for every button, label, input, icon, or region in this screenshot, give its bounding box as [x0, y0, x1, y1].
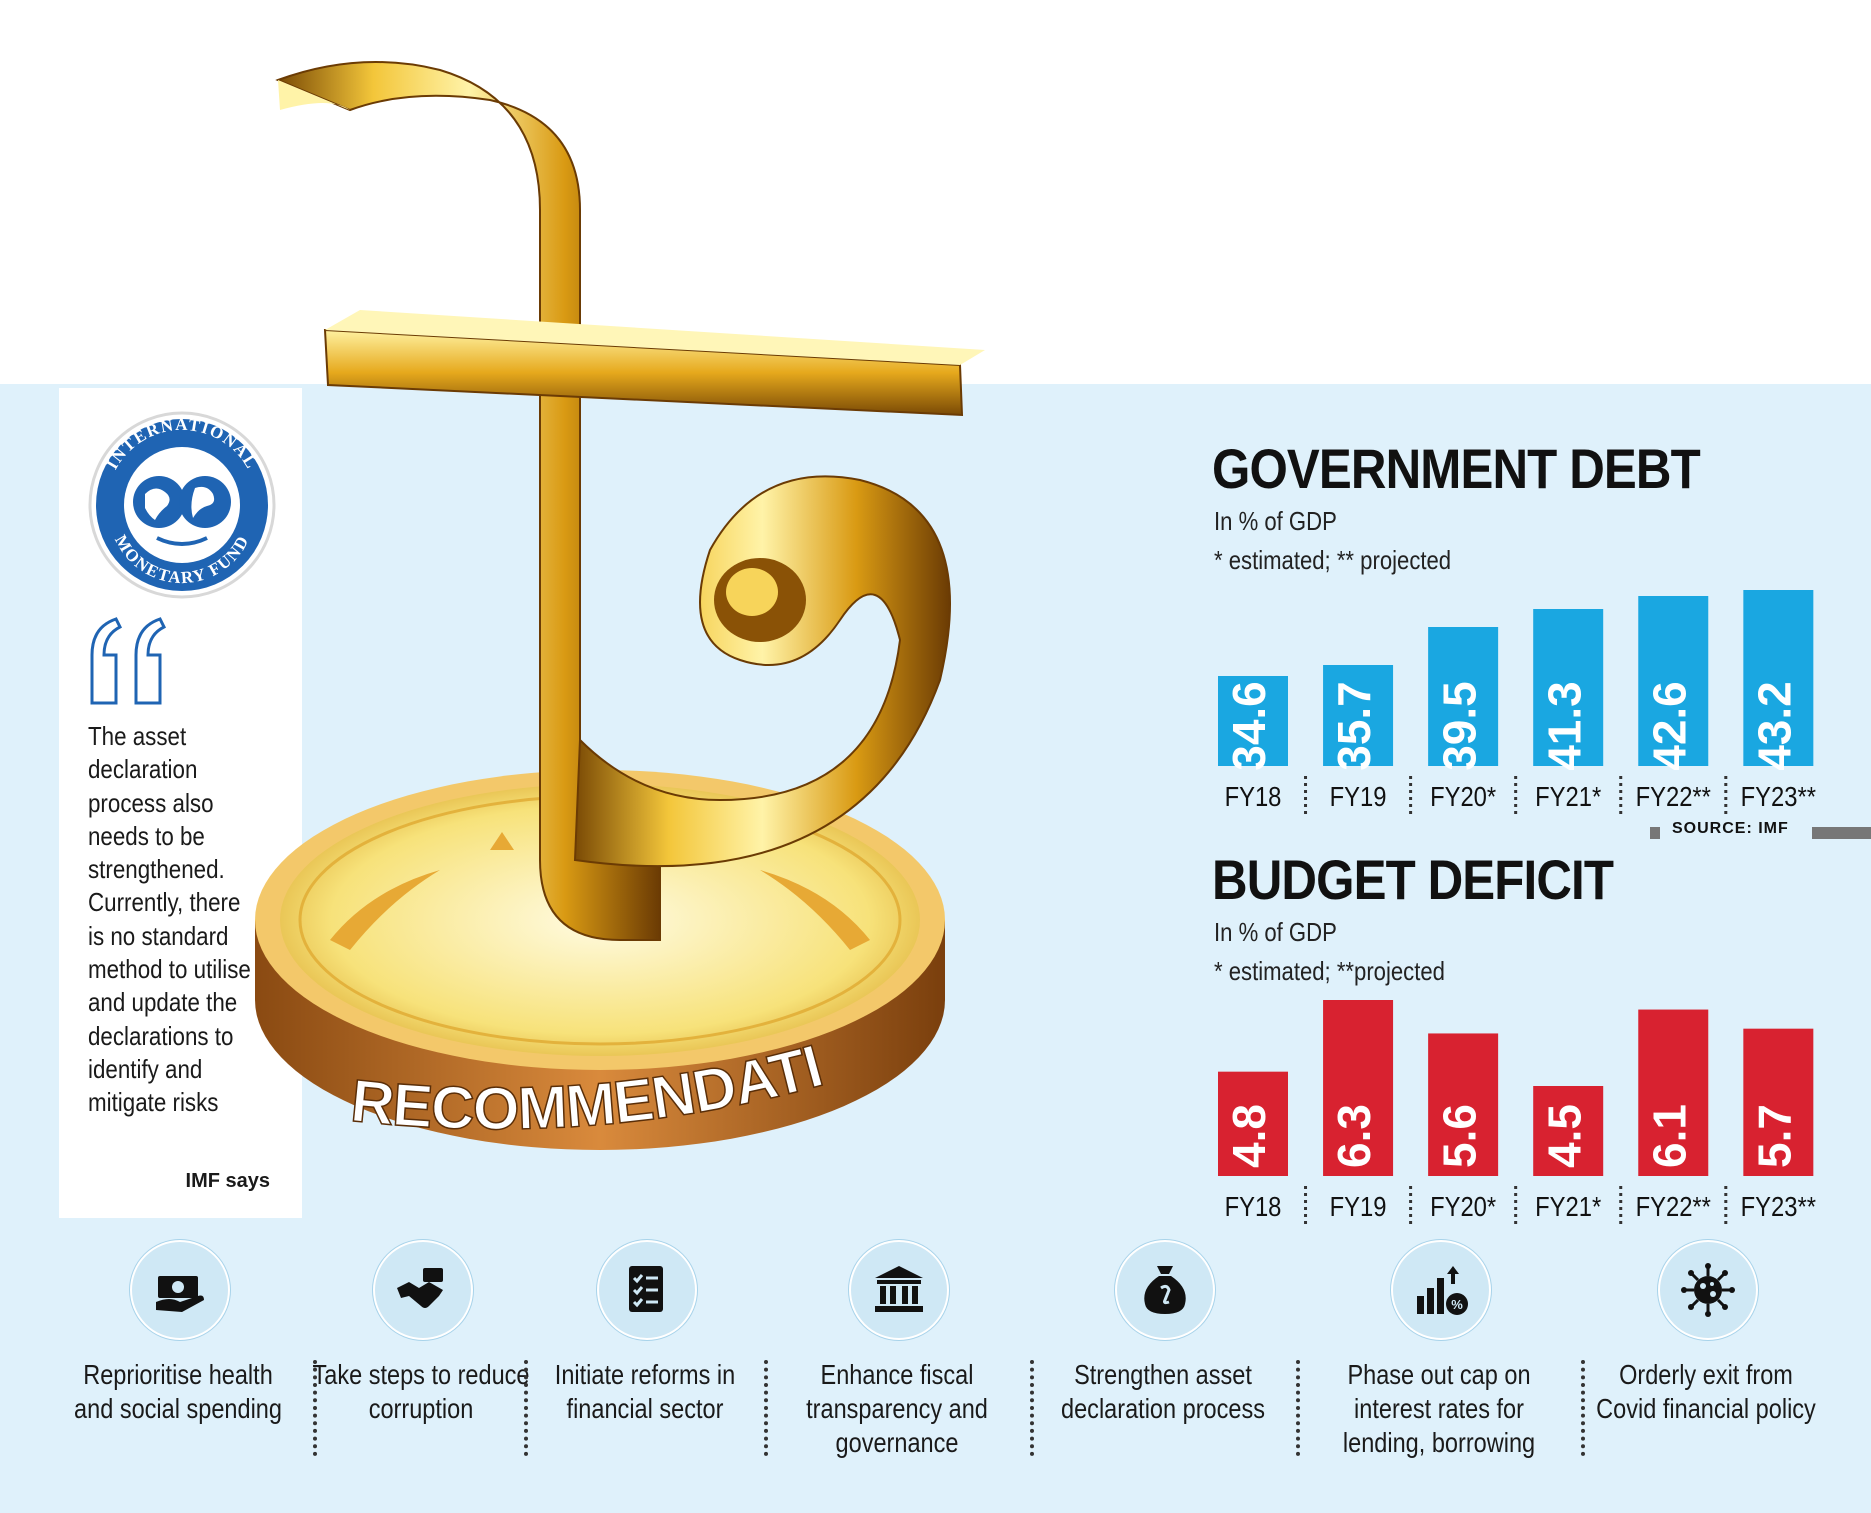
- debt-chart-note: * estimated; ** projected: [1214, 545, 1452, 575]
- deficit-bar-value: 5.6: [1433, 1104, 1485, 1168]
- deficit-bar-value: 4.8: [1223, 1104, 1275, 1168]
- debt-bar-value: 41.3: [1538, 681, 1590, 771]
- deficit-bar: [1743, 1028, 1814, 1176]
- debt-bar-value: 34.6: [1223, 681, 1275, 771]
- recommendation-6: % Phase out cap on interest rates for le…: [1306, 1240, 1566, 1470]
- divider: [1581, 1360, 1585, 1456]
- recommendation-5: Strengthen asset declaration process: [1030, 1240, 1290, 1470]
- debt-bar: [1743, 590, 1814, 766]
- debt-bar: [1323, 665, 1394, 766]
- recommendation-3: Initiate reforms in financial sector: [512, 1240, 772, 1470]
- recommendation-label: Reprioritise health and social spending: [74, 1359, 282, 1424]
- debt-bar-value: 39.5: [1433, 681, 1485, 771]
- quote-source: IMF says: [185, 1170, 270, 1192]
- debt-chart-subtitle: In % of GDP: [1214, 506, 1337, 536]
- recommendation-label: Orderly exit from Covid financial policy: [1596, 1359, 1816, 1424]
- recommendation-label: Initiate reforms in financial sector: [554, 1359, 736, 1424]
- source-note: SOURCE: IMF: [1650, 820, 1871, 842]
- taka-symbol-illustration: IMF RECOMMENDATIONS: [240, 40, 985, 1150]
- debt-bar: [1218, 676, 1288, 766]
- divider: [524, 1360, 528, 1456]
- svg-text:%: %: [1451, 1297, 1463, 1312]
- debt-chart-title: GOVERNMENT DEBT: [1212, 437, 1701, 500]
- quote-text: The asset declaration process also needs…: [88, 721, 251, 1118]
- recommendation-2: Take steps to reduce corruption: [288, 1240, 548, 1470]
- money-bag-icon: [1144, 1266, 1186, 1314]
- deficit-category-label: FY23**: [1741, 1190, 1816, 1222]
- deficit-category-label: FY21*: [1535, 1190, 1601, 1222]
- divider: [764, 1360, 768, 1456]
- deficit-chart-title: BUDGET DEFICIT: [1212, 848, 1614, 911]
- recommendation-4: Enhance fiscal transparency and governan…: [764, 1240, 1024, 1470]
- debt-category-label: FY19: [1330, 780, 1387, 812]
- recommendation-label: Enhance fiscal transparency and governan…: [806, 1359, 988, 1458]
- government-debt-chart: 34.6 FY18 35.7 FY19 39.5 FY20* 41.3 FY21* 42.6 FY…: [1218, 590, 1816, 816]
- deficit-bar: [1323, 1000, 1394, 1176]
- deficit-chart-note: * estimated; **projected: [1214, 956, 1445, 986]
- deficit-bar-value: 6.3: [1328, 1104, 1380, 1168]
- quote-mark-icon: [90, 617, 167, 705]
- recommendation-1: Reprioritise health and social spending: [45, 1240, 305, 1470]
- rising-bars-percent-icon: %: [1417, 1266, 1468, 1315]
- debt-category-label: FY20*: [1430, 780, 1496, 812]
- debt-bar: [1638, 596, 1709, 766]
- divider: [1296, 1360, 1300, 1456]
- checklist-icon: [629, 1266, 663, 1312]
- recommendation-label: Strengthen asset declaration process: [1061, 1359, 1265, 1424]
- recommendation-label: Take steps to reduce corruption: [312, 1359, 530, 1424]
- deficit-bar-value: 5.7: [1748, 1104, 1800, 1168]
- deficit-category-label: FY22**: [1636, 1190, 1711, 1222]
- deficit-bar: [1638, 1009, 1709, 1176]
- money-hand-icon: [156, 1276, 204, 1312]
- debt-bar-value: 35.7: [1328, 681, 1380, 771]
- recommendation-7: Orderly exit from Covid financial policy: [1573, 1240, 1833, 1470]
- budget-deficit-chart: 4.8 FY18 6.3 FY19 5.6 FY20* 4.5 FY21* 6.1 FY22** 5…: [1218, 1000, 1816, 1226]
- deficit-bar: [1218, 1071, 1288, 1176]
- divider: [1030, 1360, 1034, 1456]
- deficit-category-label: FY19: [1330, 1190, 1387, 1222]
- source-line: [1812, 827, 1871, 839]
- source-text: SOURCE: IMF: [1672, 820, 1789, 837]
- debt-bar-value: 42.6: [1643, 681, 1695, 771]
- deficit-chart-subtitle: In % of GDP: [1214, 917, 1337, 947]
- debt-bar-value: 43.2: [1748, 681, 1800, 771]
- deficit-bar-value: 6.1: [1643, 1104, 1695, 1168]
- debt-category-label: FY22**: [1636, 780, 1711, 812]
- recommendation-label: Phase out cap on interest rates for lend…: [1342, 1359, 1536, 1458]
- virus-icon: [1681, 1263, 1735, 1317]
- government-building-icon: [875, 1266, 923, 1312]
- debt-bar: [1533, 609, 1604, 766]
- debt-category-label: FY18: [1225, 780, 1282, 812]
- deficit-bar: [1533, 1086, 1604, 1176]
- deficit-bar-value: 4.5: [1538, 1104, 1590, 1168]
- source-marker: [1650, 827, 1660, 839]
- deficit-bar: [1428, 1033, 1499, 1176]
- deficit-category-label: FY20*: [1430, 1190, 1496, 1222]
- handshake-money-icon: [397, 1268, 443, 1308]
- debt-bar: [1428, 627, 1499, 766]
- imf-logo: INTERNATIONAL MONETARY FUND: [88, 411, 276, 599]
- deficit-category-label: FY18: [1225, 1190, 1282, 1222]
- debt-category-label: FY21*: [1535, 780, 1601, 812]
- divider: [313, 1360, 317, 1456]
- debt-category-label: FY23**: [1741, 780, 1816, 812]
